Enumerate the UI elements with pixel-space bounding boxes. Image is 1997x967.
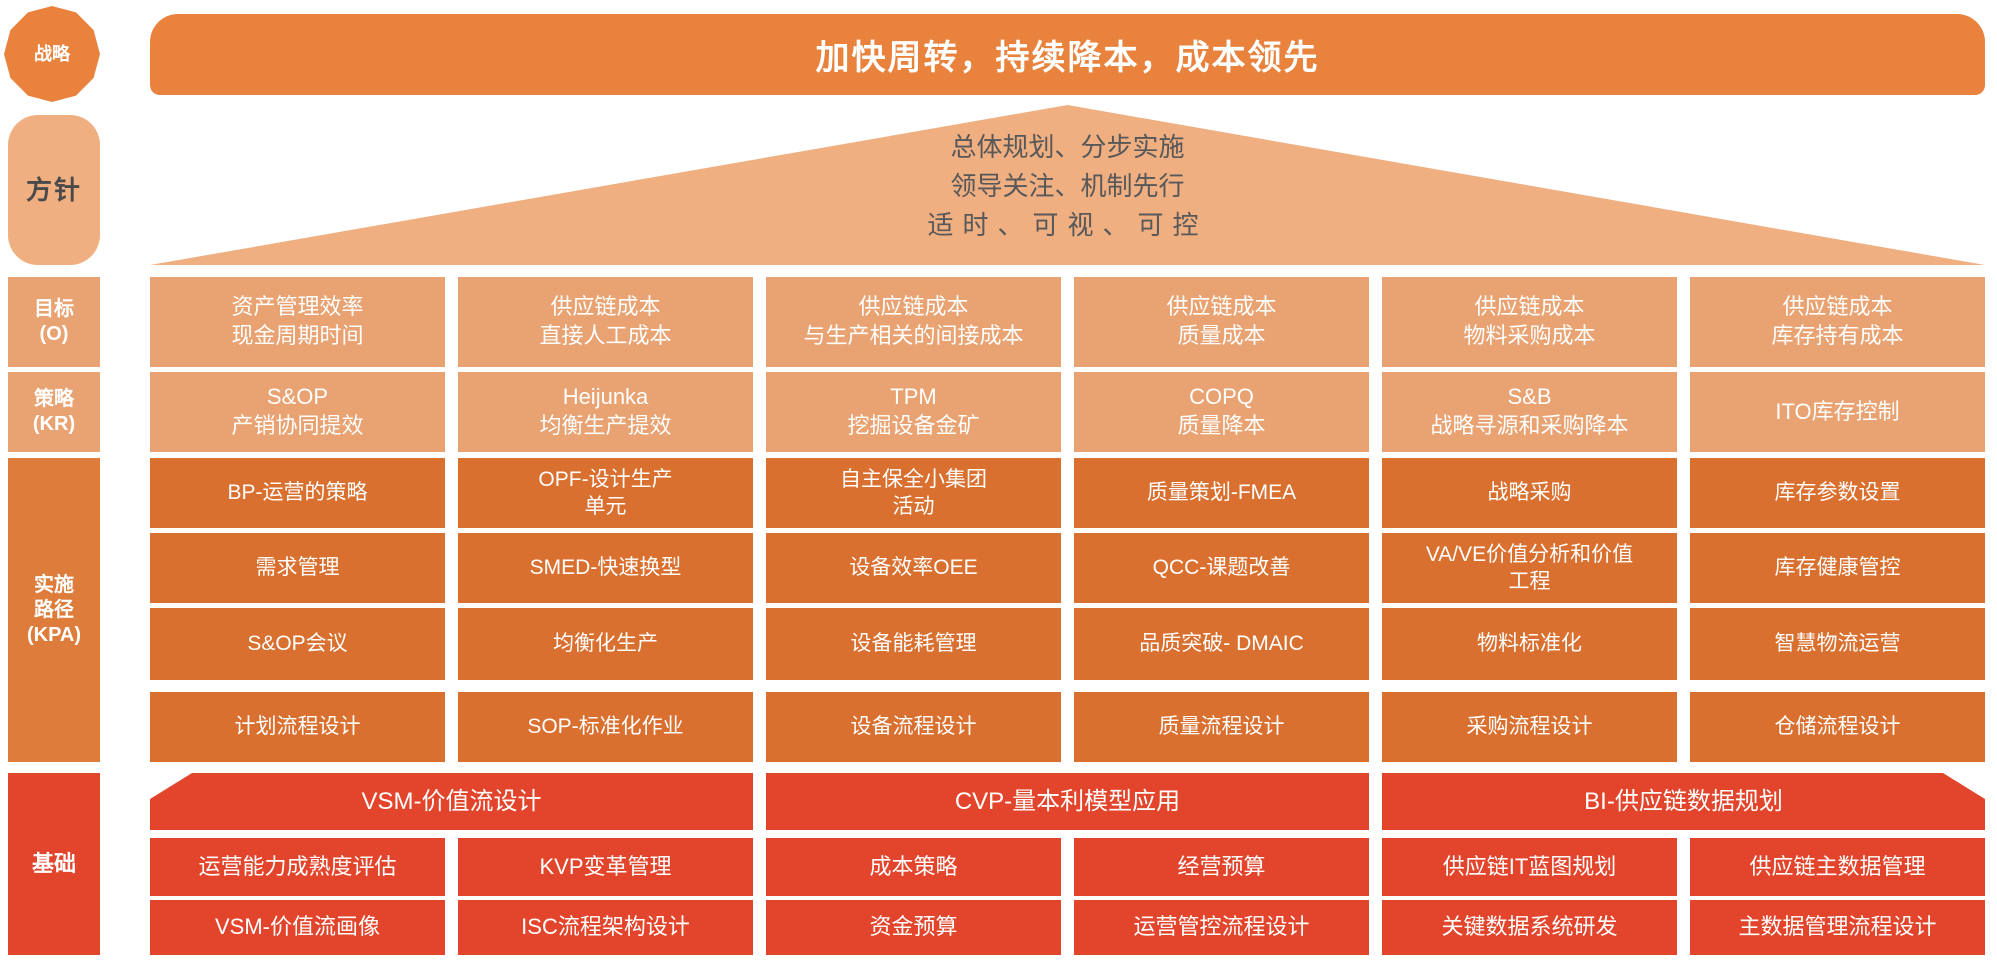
foundation-box: 运营能力成熟度评估 xyxy=(150,838,445,896)
kpa-box: SOP-标准化作业 xyxy=(458,692,753,762)
kpa-box: 库存健康管控 xyxy=(1690,533,1985,603)
diagram-main-area: 加快周转，持续降本，成本领先 总体规划、分步实施 领导关注、机制先行 适时、可视… xyxy=(150,0,1985,967)
objective-box: 资产管理效率 现金周期时间 xyxy=(150,277,445,367)
kpa-box: S&OP会议 xyxy=(150,608,445,680)
kpa-label: 实施 路径 (KPA) xyxy=(8,458,100,762)
kpa-box: 物料标准化 xyxy=(1382,608,1677,680)
policy-line: 领导关注、机制先行 xyxy=(950,171,1185,201)
kpa-row-4: 计划流程设计 SOP-标准化作业 设备流程设计 质量流程设计 采购流程设计 仓储… xyxy=(150,692,1985,762)
foundation-box: 关键数据系统研发 xyxy=(1382,900,1677,955)
strategy-kr-label: 策略 (KR) xyxy=(8,372,100,452)
objective-box: 供应链成本 质量成本 xyxy=(1074,277,1369,367)
strategy-box: ITO库存控制 xyxy=(1690,372,1985,452)
kpa-box: 自主保全小集团 活动 xyxy=(766,458,1061,528)
kpa-box: 采购流程设计 xyxy=(1382,692,1677,762)
strategy-box: S&OP 产销协同提效 xyxy=(150,372,445,452)
kpa-box: 库存参数设置 xyxy=(1690,458,1985,528)
kpa-box: OPF-设计生产 单元 xyxy=(458,458,753,528)
policy-line: 适时、可视、可控 xyxy=(927,210,1208,240)
foundation-box: VSM-价值流画像 xyxy=(150,900,445,955)
foundation-header: BI-供应链数据规划 xyxy=(1382,773,1985,830)
strategy-badge: 战略 xyxy=(4,6,100,102)
foundation-header: CVP-量本利模型应用 xyxy=(766,773,1369,830)
foundation-box: ISC流程架构设计 xyxy=(458,900,753,955)
objective-box: 供应链成本 与生产相关的间接成本 xyxy=(766,277,1061,367)
strategy-box: Heijunka 均衡生产提效 xyxy=(458,372,753,452)
foundation-box: 经营预算 xyxy=(1074,838,1369,896)
kpa-box: BP-运营的策略 xyxy=(150,458,445,528)
policy-statements: 总体规划、分步实施 领导关注、机制先行 适时、可视、可控 xyxy=(150,128,1985,245)
kpa-box: 设备效率OEE xyxy=(766,533,1061,603)
kpa-box: 仓储流程设计 xyxy=(1690,692,1985,762)
kpa-box: 需求管理 xyxy=(150,533,445,603)
foundation-header: VSM-价值流设计 xyxy=(150,773,753,830)
objective-box: 供应链成本 库存持有成本 xyxy=(1690,277,1985,367)
strategy-banner: 加快周转，持续降本，成本领先 xyxy=(150,14,1985,95)
kpa-row-2: 需求管理 SMED-快速换型 设备效率OEE QCC-课题改善 VA/VE价值分… xyxy=(150,533,1985,603)
foundation-box: 成本策略 xyxy=(766,838,1061,896)
kpa-box: 设备能耗管理 xyxy=(766,608,1061,680)
strategy-box: S&B 战略寻源和采购降本 xyxy=(1382,372,1677,452)
kpa-box: 质量策划-FMEA xyxy=(1074,458,1369,528)
objectives-row: 资产管理效率 现金周期时间 供应链成本 直接人工成本 供应链成本 与生产相关的间… xyxy=(150,277,1985,367)
foundation-label: 基础 xyxy=(8,773,100,955)
foundation-row-1: 运营能力成熟度评估 KVP变革管理 成本策略 经营预算 供应链IT蓝图规划 供应… xyxy=(150,838,1985,896)
strategies-row: S&OP 产销协同提效 Heijunka 均衡生产提效 TPM 挖掘设备金矿 C… xyxy=(150,372,1985,452)
foundation-row-2: VSM-价值流画像 ISC流程架构设计 资金预算 运营管控流程设计 关键数据系统… xyxy=(150,900,1985,955)
foundation-box: KVP变革管理 xyxy=(458,838,753,896)
kpa-box: QCC-课题改善 xyxy=(1074,533,1369,603)
kpa-box: SMED-快速换型 xyxy=(458,533,753,603)
policy-label: 方针 xyxy=(8,115,100,265)
kpa-box: VA/VE价值分析和价值 工程 xyxy=(1382,533,1677,603)
kpa-box: 品质突破- DMAIC xyxy=(1074,608,1369,680)
foundation-box: 主数据管理流程设计 xyxy=(1690,900,1985,955)
foundation-box: 资金预算 xyxy=(766,900,1061,955)
foundation-box: 供应链IT蓝图规划 xyxy=(1382,838,1677,896)
objective-label: 目标 (O) xyxy=(8,277,100,367)
foundation-box: 供应链主数据管理 xyxy=(1690,838,1985,896)
policy-line: 总体规划、分步实施 xyxy=(950,132,1185,162)
objective-box: 供应链成本 物料采购成本 xyxy=(1382,277,1677,367)
kpa-box: 战略采购 xyxy=(1382,458,1677,528)
kpa-row-3: S&OP会议 均衡化生产 设备能耗管理 品质突破- DMAIC 物料标准化 智慧… xyxy=(150,608,1985,680)
kpa-box: 设备流程设计 xyxy=(766,692,1061,762)
foundation-headers-row: VSM-价值流设计 CVP-量本利模型应用 BI-供应链数据规划 xyxy=(150,773,1985,830)
kpa-box: 均衡化生产 xyxy=(458,608,753,680)
objective-box: 供应链成本 直接人工成本 xyxy=(458,277,753,367)
strategy-box: TPM 挖掘设备金矿 xyxy=(766,372,1061,452)
kpa-box: 智慧物流运营 xyxy=(1690,608,1985,680)
strategy-box: COPQ 质量降本 xyxy=(1074,372,1369,452)
kpa-row-1: BP-运营的策略 OPF-设计生产 单元 自主保全小集团 活动 质量策划-FME… xyxy=(150,458,1985,528)
kpa-box: 质量流程设计 xyxy=(1074,692,1369,762)
foundation-box: 运营管控流程设计 xyxy=(1074,900,1369,955)
kpa-box: 计划流程设计 xyxy=(150,692,445,762)
